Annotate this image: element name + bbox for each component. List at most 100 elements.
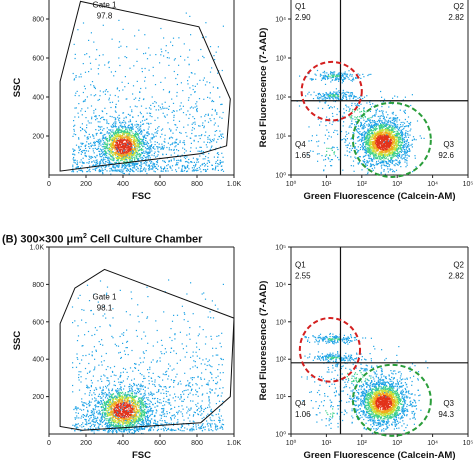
event-point: [106, 132, 108, 134]
event-point: [343, 78, 345, 80]
event-point: [113, 116, 115, 119]
event-point: [406, 143, 408, 145]
event-point: [142, 135, 144, 137]
event-point: [127, 134, 129, 136]
event-point: [93, 142, 95, 144]
event-point: [152, 75, 154, 77]
event-point: [346, 138, 348, 140]
event-point: [386, 150, 389, 152]
event-point: [342, 94, 345, 96]
event-point: [156, 141, 158, 144]
event-point: [142, 98, 145, 101]
event-point: [195, 169, 197, 171]
event-point: [197, 59, 199, 61]
event-point: [185, 132, 187, 134]
event-point: [367, 128, 369, 130]
event-point: [385, 135, 387, 137]
event-point: [208, 160, 210, 162]
event-point: [372, 138, 374, 140]
event-point: [145, 87, 147, 89]
event-point: [77, 167, 79, 169]
event-point: [338, 90, 340, 92]
event-point: [221, 161, 223, 163]
event-point: [333, 98, 335, 100]
event-point: [123, 153, 125, 155]
event-point: [123, 119, 125, 122]
event-point: [162, 160, 164, 162]
event-point: [391, 122, 393, 124]
event-point: [73, 150, 75, 152]
event-point: [383, 151, 385, 153]
event-point: [111, 170, 113, 172]
event-point: [399, 155, 401, 157]
event-point: [363, 125, 366, 127]
event-point: [107, 144, 109, 146]
event-point: [381, 120, 383, 122]
event-point: [192, 85, 194, 87]
event-point: [387, 158, 389, 160]
event-point: [217, 87, 219, 89]
event-point: [120, 147, 122, 149]
event-point: [146, 160, 148, 162]
event-point: [388, 132, 391, 134]
event-point: [76, 162, 79, 164]
event-point: [112, 164, 114, 166]
event-point: [201, 150, 203, 152]
event-point: [209, 149, 211, 151]
event-point: [106, 121, 108, 123]
event-point: [122, 126, 124, 128]
event-point: [119, 154, 121, 156]
event-point: [332, 115, 334, 117]
event-point: [361, 128, 363, 130]
event-point: [317, 96, 319, 98]
event-point: [95, 167, 97, 169]
event-point: [384, 143, 386, 145]
event-point: [137, 133, 139, 136]
event-point: [386, 166, 389, 168]
event-point: [384, 142, 386, 144]
event-point: [157, 165, 159, 167]
event-point: [114, 135, 116, 137]
event-point: [146, 145, 148, 147]
event-point: [325, 101, 327, 103]
event-point: [202, 163, 204, 165]
event-point: [117, 100, 120, 102]
event-point: [381, 142, 383, 144]
event-point: [117, 128, 119, 130]
event-point: [196, 161, 198, 163]
event-point: [379, 132, 381, 134]
event-point: [78, 95, 80, 97]
event-point: [108, 157, 111, 159]
event-point: [124, 137, 126, 139]
event-point: [323, 94, 325, 97]
event-point: [349, 94, 351, 96]
event-point: [390, 158, 392, 160]
event-point: [371, 125, 373, 128]
event-point: [362, 139, 364, 141]
event-point: [115, 156, 117, 158]
event-point: [404, 150, 406, 153]
event-point: [76, 171, 78, 173]
event-point: [166, 114, 168, 116]
event-point: [162, 107, 164, 110]
event-point: [189, 137, 191, 139]
event-point: [379, 153, 381, 155]
event-point: [116, 148, 118, 150]
event-point: [93, 141, 95, 143]
event-point: [90, 32, 92, 34]
event-point: [121, 152, 123, 154]
event-point: [101, 146, 103, 148]
event-point: [375, 156, 377, 158]
event-point: [327, 104, 329, 106]
event-point: [116, 147, 118, 149]
event-point: [102, 139, 104, 142]
event-point: [348, 142, 351, 144]
event-point: [407, 126, 410, 128]
event-point: [150, 162, 152, 164]
event-point: [391, 131, 393, 133]
event-point: [105, 146, 107, 148]
event-point: [338, 80, 340, 82]
event-point: [126, 148, 128, 151]
event-point: [145, 137, 147, 139]
event-point: [152, 102, 154, 104]
